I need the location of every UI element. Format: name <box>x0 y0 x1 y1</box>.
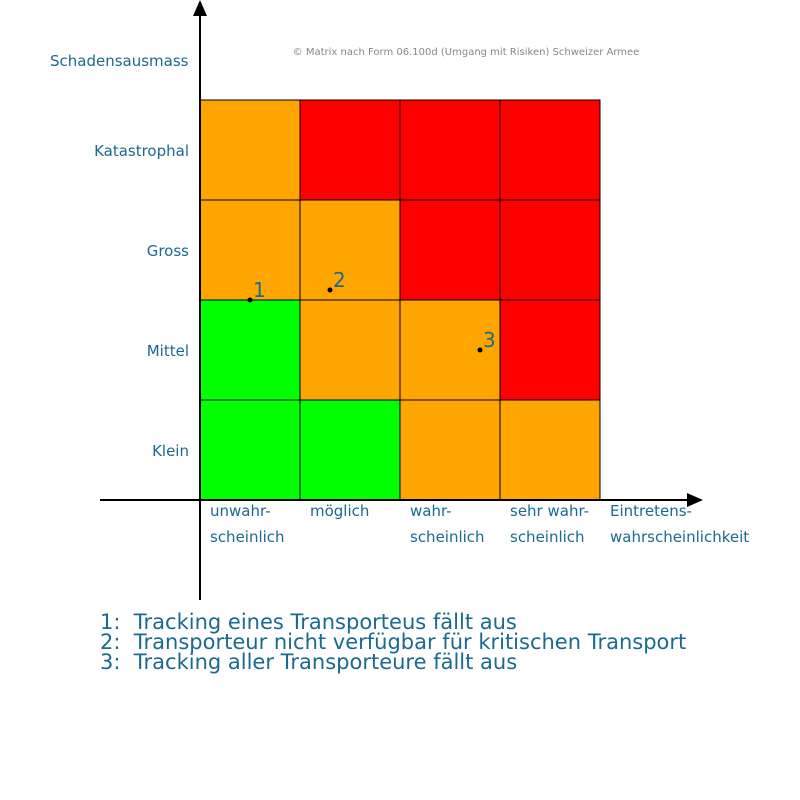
legend-item-number: 2: <box>100 630 134 654</box>
legend-item-text: Transporteur nicht verfügbar für kritisc… <box>133 630 687 654</box>
axes <box>100 0 703 600</box>
legend-item-number: 3: <box>100 650 134 674</box>
y-tick-label: Klein <box>152 442 189 460</box>
matrix-cell <box>199 199 301 301</box>
y-tick-label: Gross <box>147 242 189 260</box>
x-axis-arrow-icon <box>687 493 703 507</box>
x-axis-title-line: wahrscheinlichkeit <box>610 528 749 546</box>
x-tick-label: scheinlich <box>210 528 285 546</box>
x-tick-labels: unwahr-scheinlich möglich wahr-scheinlich s… <box>210 502 589 546</box>
x-axis-title: Eintretens-wahrscheinlichkeit <box>610 502 749 546</box>
x-tick-label: scheinlich <box>510 528 585 546</box>
legend-item: 1: Tracking eines Transporteus fällt aus <box>100 610 686 634</box>
legend-item: 3: Tracking aller Transporteure fällt au… <box>100 650 686 674</box>
legend-item-number: 1: <box>100 610 134 634</box>
matrix-cell <box>399 399 501 501</box>
legend-item-text: Tracking eines Transporteus fällt aus <box>133 610 517 634</box>
matrix-cell <box>299 199 401 301</box>
x-tick-label: unwahr- <box>210 502 271 520</box>
risk-point-label: 2 <box>333 268 346 292</box>
matrix-cell <box>499 299 601 401</box>
risk-point-label: 3 <box>483 328 496 352</box>
x-axis-title-line: Eintretens- <box>610 502 692 520</box>
risk-point <box>327 287 333 293</box>
matrix-cell <box>199 299 301 401</box>
y-tick-label: Katastrophal <box>94 142 189 160</box>
risk-point <box>247 297 253 303</box>
x-tick-label: möglich <box>310 502 369 520</box>
legend: 1: Tracking eines Transporteus fällt aus… <box>100 610 687 674</box>
matrix-cell <box>299 399 401 501</box>
y-axis-title: Schadensausmass <box>50 52 189 70</box>
matrix-cell <box>299 99 401 201</box>
matrix-cell <box>499 199 601 301</box>
x-tick-label: scheinlich <box>410 528 485 546</box>
risk-point <box>477 347 483 353</box>
x-tick-label: wahr- <box>410 502 452 520</box>
matrix-cells <box>199 99 601 501</box>
x-tick-label: sehr wahr- <box>510 502 589 520</box>
matrix-cell <box>399 299 501 401</box>
matrix-cell <box>499 99 601 201</box>
legend-item: 2: Transporteur nicht verfügbar für krit… <box>100 630 687 654</box>
y-tick-label: Mittel <box>147 342 189 360</box>
copyright-note: © Matrix nach Form 06.100d (Umgang mit R… <box>293 47 640 58</box>
risk-point-label: 1 <box>253 278 266 302</box>
matrix-cell <box>199 399 301 501</box>
risk-points: 1 2 3 <box>247 268 496 353</box>
y-axis-arrow-icon <box>193 0 207 16</box>
matrix-cell <box>199 99 301 201</box>
y-tick-labels: Klein Mittel Gross Katastrophal <box>94 142 189 460</box>
legend-item-text: Tracking aller Transporteure fällt aus <box>133 650 518 674</box>
matrix-cell <box>299 299 401 401</box>
matrix-cell <box>399 199 501 301</box>
matrix-cell <box>499 399 601 501</box>
matrix-cell <box>399 99 501 201</box>
